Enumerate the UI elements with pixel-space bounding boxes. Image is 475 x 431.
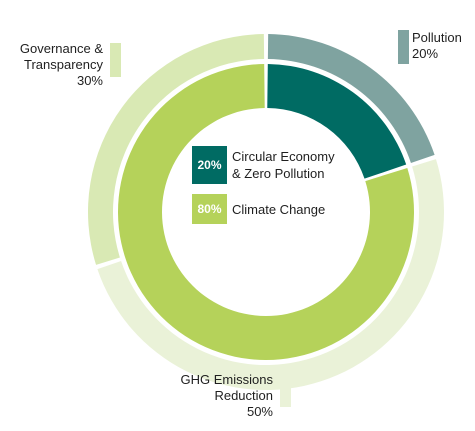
legend-label-line2: & Zero Pollution <box>232 166 325 181</box>
legend-swatch <box>192 194 227 224</box>
inner-ring <box>117 64 414 360</box>
outer-label-marker <box>398 30 409 64</box>
outer-ring-slice-governance-and-transparency <box>87 34 265 265</box>
legend-item-climate-change: 80% Climate Change <box>192 194 325 224</box>
outer-label-line-2: Reduction <box>214 388 273 403</box>
outer-label-line-2: Transparency <box>24 57 103 72</box>
legend-swatch <box>192 146 227 184</box>
outer-label-line-3: 30% <box>77 73 103 88</box>
outer-label-line-2: 20% <box>412 46 438 61</box>
inner-ring-slice-circular-economy-and-zero-pollution <box>267 64 407 179</box>
legend-label-line1: Climate Change <box>232 202 325 217</box>
legend-item-circular-economy: 20% Circular Economy & Zero Pollution <box>192 146 335 184</box>
legend-percent: 20% <box>197 158 221 172</box>
outer-label-line-3: 50% <box>247 404 273 419</box>
outer-label-line-1: Pollution <box>412 30 462 45</box>
outer-ring <box>87 34 445 391</box>
center-legend: 20% Circular Economy & Zero Pollution 80% Cl… <box>192 146 335 224</box>
legend-percent: 80% <box>197 202 221 216</box>
legend-label-line1: Circular Economy <box>232 149 335 164</box>
outer-label-line-1: Governance & <box>20 41 103 56</box>
outer-label-marker <box>110 43 121 77</box>
outer-ring-slice-pollution <box>267 34 435 163</box>
outer-label-line-1: GHG Emissions <box>181 372 274 387</box>
outer-label-marker <box>280 373 291 407</box>
inner-ring-slice-climate-change <box>117 64 414 360</box>
